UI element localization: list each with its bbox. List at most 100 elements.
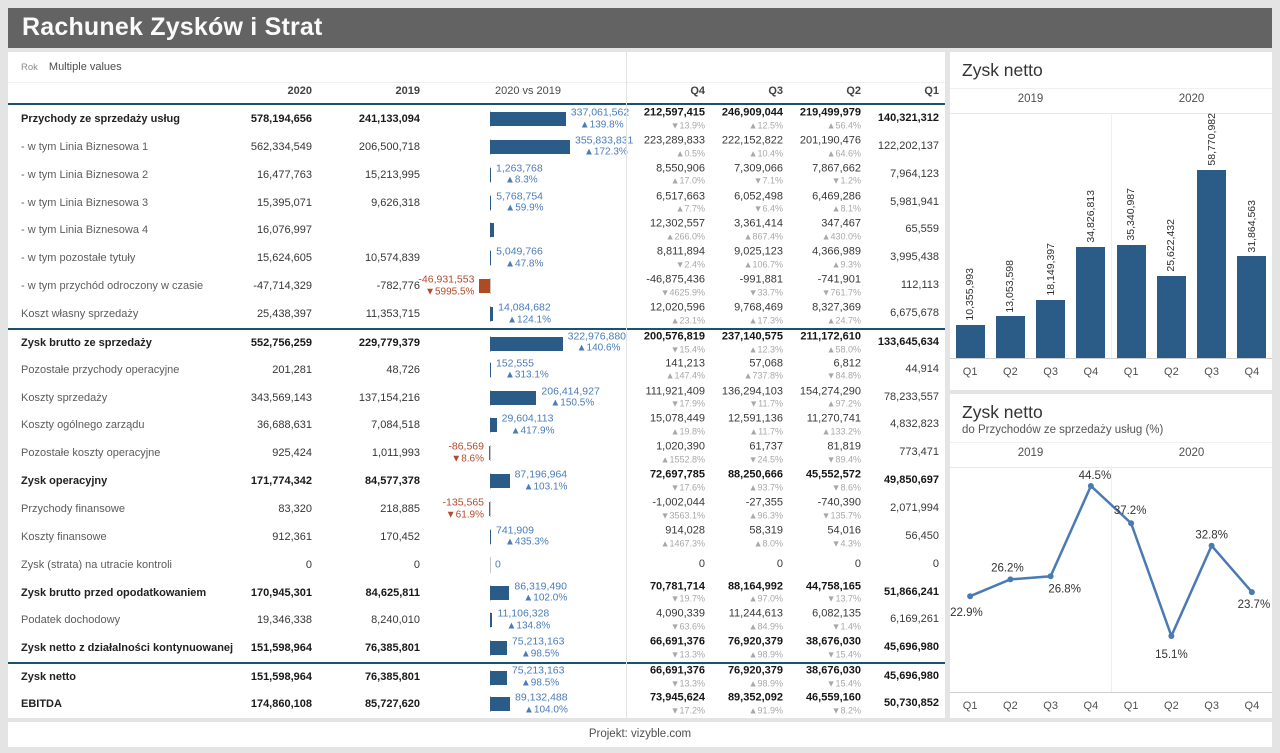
table-row[interactable]: Zysk (strata) na utracie kontroli 0 0 0 0 0 0 0 xyxy=(8,551,945,579)
quarter-cell-q4: 70,781,714 ▼19.7% xyxy=(630,580,705,605)
diff-bar[interactable] xyxy=(490,167,491,182)
data-point[interactable] xyxy=(967,593,974,600)
diff-bar[interactable] xyxy=(490,362,491,377)
quarter-percent: ▼11.7% xyxy=(749,398,783,409)
diff-bar[interactable] xyxy=(479,279,490,294)
bar[interactable] xyxy=(1197,170,1227,358)
table-row[interactable]: - w tym Linia Biznesowa 1 562,334,549 206,… xyxy=(8,133,945,161)
diff-cell: 5,768,754 ▲59.9% xyxy=(430,189,626,217)
quarter-cell-q1: 112,113 xyxy=(864,279,939,293)
quarter-percent: ▲0.5% xyxy=(675,148,705,159)
data-point[interactable] xyxy=(1208,542,1215,549)
quarter-cell-q1: 122,202,137 xyxy=(864,140,939,154)
diff-bar[interactable] xyxy=(490,223,494,238)
value-2019: 11,353,715 xyxy=(365,307,420,320)
quarter-value: -1,002,044 xyxy=(652,496,705,509)
table-row[interactable]: Zysk netto z działalności kontynuowanej 1… xyxy=(8,634,945,662)
filter-label: Rok xyxy=(21,61,38,73)
table-row[interactable]: Pozostałe koszty operacyjne 925,424 1,011,… xyxy=(8,439,945,467)
quarter-percent: ▼761.7% xyxy=(821,287,861,298)
diff-bar[interactable] xyxy=(489,446,490,461)
quarter-percent: ▼8.2% xyxy=(831,705,861,716)
quarter-value: 45,696,980 xyxy=(883,641,939,654)
diff-bar[interactable] xyxy=(490,474,510,489)
bar[interactable] xyxy=(995,316,1025,358)
table-row[interactable]: Zysk brutto przed opodatkowaniem 170,945,… xyxy=(8,579,945,607)
diff-value: 86,319,490 xyxy=(514,580,567,593)
diff-percent: ▼61.9% xyxy=(445,509,484,521)
table-row[interactable]: Zysk netto 151,598,964 76,385,801 75,213,16… xyxy=(8,662,945,690)
diff-bar[interactable] xyxy=(490,418,497,433)
diff-bar[interactable] xyxy=(490,585,510,600)
data-point[interactable] xyxy=(1128,520,1135,527)
bar[interactable] xyxy=(955,324,985,358)
data-point[interactable] xyxy=(1047,573,1054,580)
filter-value[interactable]: Multiple values xyxy=(48,61,122,73)
table-row[interactable]: - w tym Linia Biznesowa 4 16,076,997 12,30… xyxy=(8,216,945,244)
data-point[interactable] xyxy=(1248,589,1255,596)
table-row[interactable]: Pozostałe przychody operacyjne 201,281 48,… xyxy=(8,356,945,384)
quarter-cell-q2: 154,274,290 ▲97.2% xyxy=(786,385,861,410)
table-row[interactable]: Koszty sprzedaży 343,569,143 137,154,216 20… xyxy=(8,384,945,412)
table-row[interactable]: Koszty ogólnego zarządu 36,688,631 7,084,5… xyxy=(8,411,945,439)
quarter-value: 112,113 xyxy=(900,279,939,292)
table-row[interactable]: Przychody ze sprzedaży usług 578,194,656 2… xyxy=(8,105,945,133)
table-row[interactable]: - w tym Linia Biznesowa 3 15,395,071 9,626… xyxy=(8,189,945,217)
table-row[interactable]: EBITDA 174,860,108 85,727,620 89,132,488 ▲10… xyxy=(8,690,945,718)
data-point[interactable] xyxy=(1007,576,1014,583)
bar[interactable] xyxy=(1156,276,1186,358)
bar[interactable] xyxy=(1036,299,1066,358)
table-row[interactable]: - w tym przychód odroczony w czasie -47,7… xyxy=(8,272,945,300)
point-label: 44.5% xyxy=(1079,470,1112,482)
table-rows: Przychody ze sprzedaży usług 578,194,656 2… xyxy=(8,105,945,718)
diff-bar[interactable] xyxy=(490,390,537,405)
diff-bar[interactable] xyxy=(490,112,566,126)
quarter-cell-q2: 38,676,030 ▼15.4% xyxy=(786,636,861,661)
point-label: 23.7% xyxy=(1238,599,1271,611)
table-row[interactable]: Zysk operacyjny 171,774,342 84,577,378 87,1… xyxy=(8,467,945,495)
axis-label: Q3 xyxy=(1043,700,1058,712)
quarter-value: 6,052,498 xyxy=(734,190,783,202)
quarter-percent: ▼17.2% xyxy=(670,705,705,716)
table-row[interactable]: Koszty finansowe 912,361 170,452 741,909 ▲43… xyxy=(8,523,945,551)
bar[interactable] xyxy=(1237,256,1267,358)
data-point[interactable] xyxy=(1168,632,1175,639)
diff-bar[interactable] xyxy=(490,671,507,686)
table-row[interactable]: Podatek dochodowy 19,346,338 8,240,010 11,1… xyxy=(8,606,945,634)
diff-bar[interactable] xyxy=(490,697,511,712)
diff-bar[interactable] xyxy=(489,502,490,517)
row-label: Zysk (strata) na utracie kontroli xyxy=(21,558,172,571)
diff-percent: ▲59.9% xyxy=(505,202,544,214)
diff-bar[interactable] xyxy=(490,336,563,351)
diff-label: 1,263,768 ▲8.3% xyxy=(496,162,543,187)
value-2019: 241,133,094 xyxy=(358,112,420,125)
quarter-value: -740,390 xyxy=(817,496,861,509)
diff-bar[interactable] xyxy=(490,139,570,154)
table-row[interactable]: - w tym pozostałe tytuły 15,624,605 10,574… xyxy=(8,244,945,272)
table-row[interactable]: Zysk brutto ze sprzedaży 552,756,259 229,7… xyxy=(8,327,945,356)
diff-bar[interactable] xyxy=(490,251,492,266)
diff-percent: ▲103.1% xyxy=(523,481,568,493)
bar[interactable] xyxy=(1116,244,1146,358)
diff-bar[interactable] xyxy=(490,195,492,210)
data-point[interactable] xyxy=(1087,483,1094,489)
quarter-value: 347,467 xyxy=(821,217,861,230)
quarter-percent: ▲10.4% xyxy=(748,148,783,159)
quarter-cell-q2: 45,552,572 ▼8.6% xyxy=(786,469,861,494)
diff-bar[interactable] xyxy=(490,307,494,322)
table-row[interactable]: Przychody finansowe 83,320 218,885 -135,565… xyxy=(8,495,945,523)
column-header-q3: Q3 xyxy=(768,85,783,97)
axis-label: Q1 xyxy=(962,366,978,378)
bar[interactable] xyxy=(1076,246,1106,358)
line-series xyxy=(969,483,1253,640)
quarter-percent: ▲12.3% xyxy=(748,344,783,355)
diff-bar[interactable] xyxy=(490,613,493,628)
row-label: Pozostałe koszty operacyjne xyxy=(21,447,161,460)
diff-bar[interactable] xyxy=(490,529,491,544)
table-row[interactable]: - w tym Linia Biznesowa 2 16,477,763 15,21… xyxy=(8,161,945,189)
quarter-value: 11,244,613 xyxy=(728,607,783,620)
quarter-percent: ▼13.9% xyxy=(670,120,705,131)
year-filter[interactable]: Rok Multiple values xyxy=(8,52,945,83)
table-row[interactable]: Koszt własny sprzedaży 25,438,397 11,353,7… xyxy=(8,300,945,328)
diff-bar[interactable] xyxy=(490,641,507,656)
